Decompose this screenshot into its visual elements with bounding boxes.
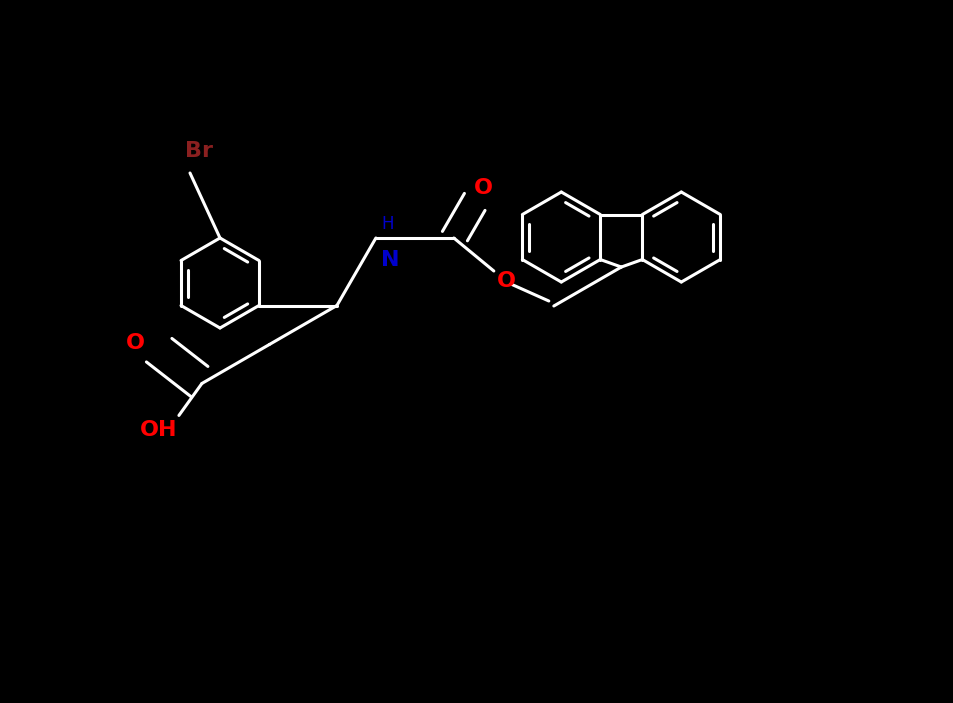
Text: O: O xyxy=(497,271,516,291)
Text: H: H xyxy=(380,215,393,233)
Text: O: O xyxy=(125,333,144,354)
Text: Br: Br xyxy=(185,141,213,161)
Text: O: O xyxy=(474,178,493,198)
Text: OH: OH xyxy=(140,420,177,441)
Text: N: N xyxy=(380,250,399,270)
